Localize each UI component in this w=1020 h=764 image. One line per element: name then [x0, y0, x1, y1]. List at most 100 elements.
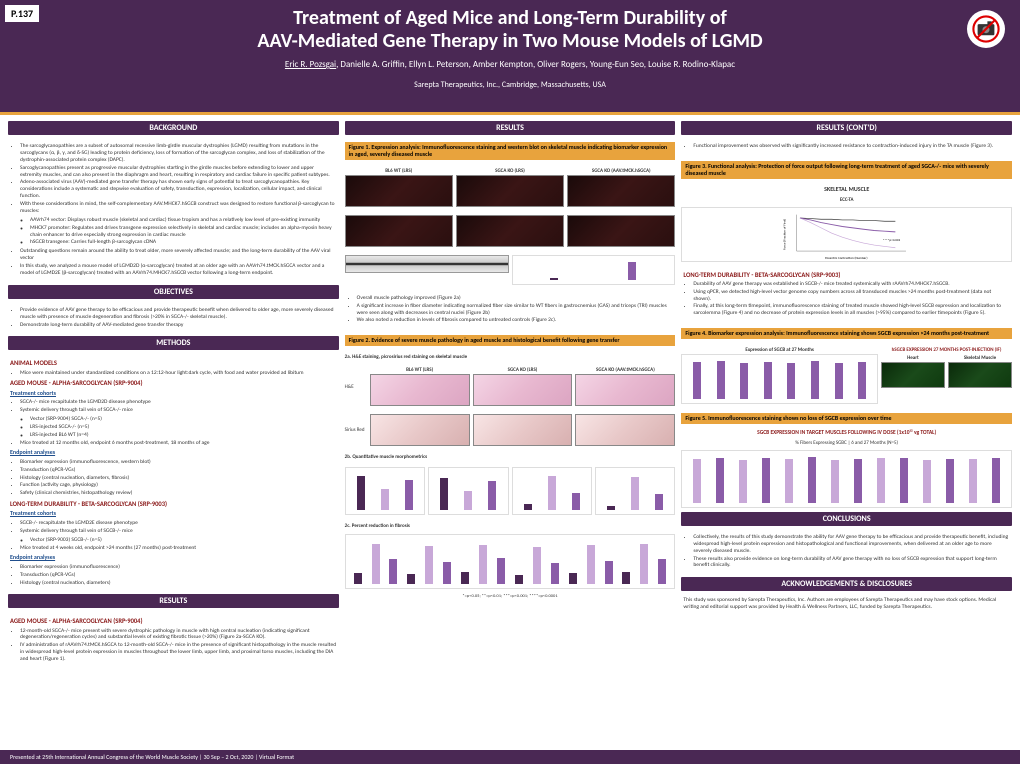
method-item: Systemic delivery through tail vein of S… — [20, 407, 337, 439]
micrograph — [345, 215, 453, 247]
morphometry-chart — [428, 467, 508, 515]
fibrosis-chart — [345, 534, 676, 589]
fig2b-charts — [345, 467, 676, 515]
result-item: IV administration of rAAVrh74.tMCK.hSGCA… — [20, 642, 337, 663]
content-columns: BACKGROUND The sarcoglycanopathies are a… — [0, 115, 1020, 735]
svg-text:****p<0.001: ****p<0.001 — [883, 238, 901, 242]
fig2a-sr: Sirius Red — [345, 414, 676, 446]
poster-title: Treatment of Aged Mice and Long-Term Dur… — [15, 7, 1005, 53]
method-subitem: LRS-injected BL6 WT (n=4) — [30, 432, 337, 439]
result-item: A significant increase in fiber diameter… — [357, 303, 674, 317]
fig2a-label: 2a. H&E staining, picrosirius red staini… — [345, 354, 676, 360]
title-line-2: AAV-Mediated Gene Therapy in Two Mouse M… — [257, 29, 762, 53]
fig3-sub: ECC-TA — [681, 197, 1012, 203]
obj-item: Demonstrate long-term durability of AAV-… — [20, 322, 337, 329]
method-item: Biomarker expression (immunofluorescence… — [20, 459, 337, 466]
ecc-line-chart: Eccentric Contraction (Number) Force (Fr… — [681, 207, 1012, 262]
bg-subitem: hSGCB transgene: Carries full-length β-s… — [30, 239, 337, 246]
method-subitem: Vector (SRP-9003) SGCB-/- (n=5) — [30, 537, 337, 544]
longterm-body: LONG-TERM DURABILITY - BETA-SARCOGLYCAN … — [681, 266, 1012, 322]
bg-item: Sarcoglycanopathies present as progressi… — [20, 165, 337, 179]
micrograph — [370, 374, 470, 406]
result-item: Durability of AAV gene therapy was estab… — [693, 281, 1010, 288]
background-header: BACKGROUND — [8, 121, 339, 135]
svg-text:Eccentric Contraction (Number): Eccentric Contraction (Number) — [826, 255, 868, 260]
column-1: BACKGROUND The sarcoglycanopathies are a… — [8, 121, 339, 733]
bg-subitem: AAVrh74 vector: Displays robust muscle (… — [30, 217, 337, 224]
background-body: The sarcoglycanopathies are a subset of … — [8, 139, 339, 281]
fig2c-label: 2c. Percent reduction in fibrosis — [345, 523, 676, 529]
panel-label: SGCA KO (LRS) — [473, 367, 573, 373]
results-body-1: AGED MOUSE - ALPHA-SARCOGLYCAN (SRP-9004… — [8, 612, 339, 667]
result-item: 12-month-old SGCA-/- mice present with s… — [20, 628, 337, 642]
fig4-caption: Figure 4. Biomarker expression analysis:… — [681, 328, 1012, 339]
animal-models-head: ANIMAL MODELS — [10, 359, 337, 367]
panel-label: BL6 WT (LRS) — [370, 367, 470, 373]
co-authors: , Danielle A. Griffin, Ellyn L. Peterson… — [336, 59, 735, 70]
bg-item: With these considerations in mind, the s… — [20, 201, 337, 246]
methods-body: ANIMAL MODELS Mice were maintained under… — [8, 354, 339, 590]
fig5-caption: Figure 5. Immunofluorescence staining sh… — [681, 413, 1012, 424]
morphometry-chart — [595, 467, 675, 515]
poster-root: P.137 Treatment of Aged Mice and Long-Te… — [0, 0, 1020, 764]
lead-author: Eric R. Pozsgai — [285, 59, 336, 70]
fig1-blots — [345, 255, 676, 285]
panel-label: BL6 WT (LRS) — [345, 168, 453, 174]
results-header-1: RESULTS — [8, 594, 339, 608]
method-subitem: Vector (SRP-9004) SGCA-/- (n=5) — [30, 416, 337, 423]
method-item: Mice were maintained under standardized … — [20, 370, 337, 377]
he-label: H&E — [345, 367, 367, 406]
fig1-notes: Overall muscle pathology improved (Figur… — [345, 291, 676, 329]
result-item: Overall muscle pathology improved (Figur… — [357, 295, 674, 302]
bg-item: Outstanding questions remain around the … — [20, 248, 337, 262]
method-item: Mice treated at 4 weeks old, endpoint >2… — [20, 545, 337, 552]
fig1-panels: BL6 WT (LRS) SGCA KO (LRS) SGCA KO (AAV.… — [345, 168, 676, 207]
poster-header: P.137 Treatment of Aged Mice and Long-Te… — [0, 0, 1020, 115]
western-blot — [345, 255, 509, 273]
ack-body: This study was sponsored by Sarepta Ther… — [681, 595, 1012, 613]
results-alpha-head: AGED MOUSE - ALPHA-SARCOGLYCAN (SRP-9004… — [10, 617, 337, 625]
objectives-header: OBJECTIVES — [8, 285, 339, 299]
fig5-sub: % Fibers Expressing SGBC | 6 and 27 Mont… — [681, 440, 1012, 446]
micrograph — [567, 175, 675, 207]
poster-number: P.137 — [5, 5, 39, 22]
method-item: Safety (clinical chemistries, histopatho… — [20, 490, 337, 497]
conclusion-item: These results also provide evidence on l… — [693, 556, 1010, 570]
micrograph — [948, 362, 1012, 388]
skeletal-label: Skeletal Muscle — [948, 355, 1012, 361]
method-item: Histology (central nucleation, diameters… — [20, 580, 337, 587]
fig1-caption: Figure 1. Expression analysis: Immunoflu… — [345, 142, 676, 160]
micrograph — [575, 414, 675, 446]
micrograph — [881, 362, 945, 388]
results-header-2: RESULTS — [345, 121, 676, 135]
fig4-chart-title: Expression of SGCB at 27 Months — [681, 347, 878, 353]
svg-text:Force (Fraction of First): Force (Fraction of First) — [782, 219, 787, 250]
fig5-title: SGCB EXPRESSION IN TARGET MUSCLES FOLLOW… — [681, 430, 1012, 436]
result-item: Finally, at this long-term timepoint, im… — [693, 303, 1010, 317]
panel-label: SGCA KO (LRS) — [456, 168, 564, 174]
conclusions-body: Collectively, the results of this study … — [681, 530, 1012, 573]
micrograph — [567, 215, 675, 247]
micrograph — [473, 414, 573, 446]
fig2a-he: H&E BL6 WT (LRS) SGCA KO (LRS) SGCA KO (… — [345, 367, 676, 406]
fig3-title: SKELETAL MUSCLE — [681, 185, 1012, 193]
heart-label: Heart — [881, 355, 945, 361]
objectives-body: Provide evidence of AAV gene therapy to … — [8, 303, 339, 333]
obj-item: Provide evidence of AAV gene therapy to … — [20, 307, 337, 321]
result-item: Functional improvement was observed with… — [693, 143, 1010, 150]
bg-item: In this study, we analyzed a mouse model… — [20, 263, 337, 277]
method-item: Systemic delivery through tail vein of S… — [20, 528, 337, 544]
result-item: We also noted a reduction in levels of f… — [357, 317, 674, 324]
authors: Eric R. Pozsgai, Danielle A. Griffin, El… — [15, 59, 1005, 70]
fig4-row: Expression of SGCB at 27 Months hSGCB EX… — [681, 347, 1012, 404]
fig1-row2 — [345, 215, 676, 247]
endpoint-head: Endpoint analyses — [10, 449, 337, 457]
morphometry-chart — [512, 467, 592, 515]
panel-label: SGCA KO (AAV.tMCK.hSGCA) — [575, 367, 675, 373]
micrograph — [575, 374, 675, 406]
title-line-1: Treatment of Aged Mice and Long-Term Dur… — [293, 6, 727, 30]
cohorts-head: Treatment cohorts — [10, 390, 337, 398]
longterm-head: LONG-TERM DURABILITY - BETA-SARCOGLYCAN … — [683, 271, 1010, 279]
fig2-caption: Figure 2. Evidence of severe muscle path… — [345, 335, 676, 346]
micrograph — [345, 175, 453, 207]
